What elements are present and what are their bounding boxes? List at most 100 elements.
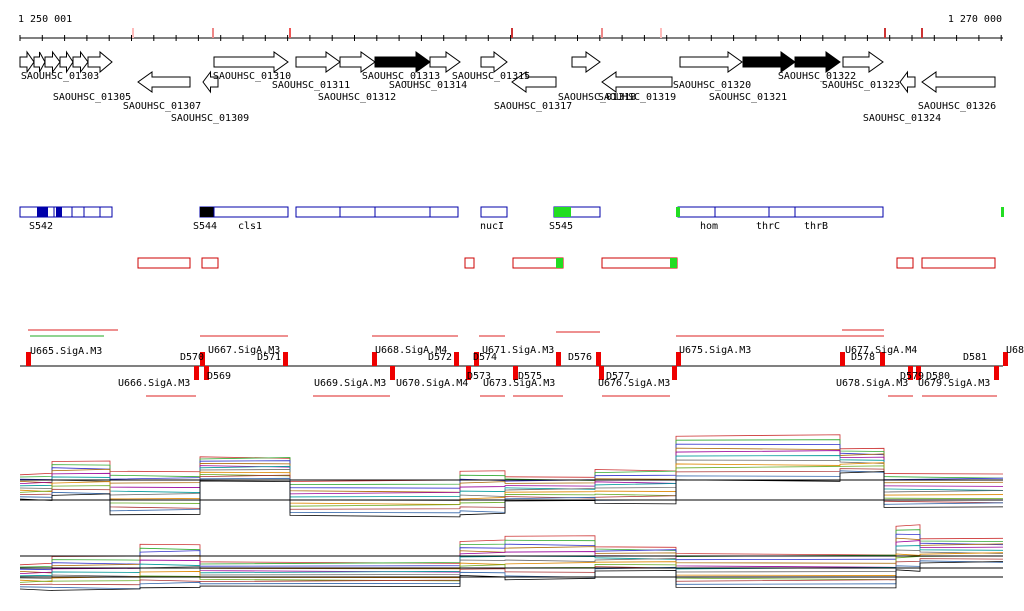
feature-label: nucI — [480, 221, 504, 232]
promoter-flag — [26, 352, 31, 366]
feature-label: S545 — [549, 221, 573, 232]
region-box — [896, 257, 914, 269]
region-mark — [556, 258, 563, 268]
promoter-label: D574 — [473, 352, 497, 363]
region-box — [601, 257, 678, 269]
gene-label: SAOUHSC_01317 — [494, 101, 572, 112]
region-box — [137, 257, 191, 269]
promoter-flag — [200, 352, 205, 366]
promoter-label: U671.SigA.M3 — [482, 345, 554, 356]
gene-arrow — [679, 51, 743, 73]
gene-arrow — [480, 50, 508, 74]
promoter-flag — [283, 352, 288, 366]
promoter-label: D580 — [926, 371, 950, 382]
ruler-marker — [884, 28, 886, 38]
promoter-flag — [840, 352, 845, 366]
promoter-label: U666.SigA.M3 — [118, 378, 190, 389]
feature-mark — [554, 207, 571, 217]
promoter-flag — [454, 352, 459, 366]
promoter-flag — [1003, 352, 1008, 366]
gene-label: SAOUHSC_01320 — [673, 80, 751, 91]
gene-arrow — [429, 51, 461, 73]
ruler-end: 1 270 000 — [948, 14, 1002, 25]
feature-box — [19, 206, 113, 218]
gene-label: SAOUHSC_01307 — [123, 101, 201, 112]
expression-line — [19, 434, 1004, 482]
promoter-flag — [474, 352, 479, 366]
gene-arrow — [137, 71, 191, 93]
promoter-label: D575 — [518, 371, 542, 382]
promoter-label: D581 — [963, 352, 987, 363]
promoter-label: U675.SigA.M3 — [679, 345, 751, 356]
gene-arrow — [339, 51, 376, 73]
gene-arrow — [19, 50, 35, 74]
promoter-flag — [556, 352, 561, 366]
promoter-flag — [194, 366, 199, 380]
gene-arrow — [33, 51, 46, 73]
promoter-label: D579 — [900, 371, 924, 382]
promoter-label: U676.SigA.M3 — [598, 378, 670, 389]
promoter-label: U669.SigA.M3 — [314, 378, 386, 389]
promoter-flag — [916, 366, 921, 380]
gene-arrow — [44, 50, 61, 74]
gene-arrow — [571, 51, 601, 73]
feature-mark — [37, 207, 48, 217]
gene-label: SAOUHSC_01318 — [558, 92, 636, 103]
expression-line — [19, 524, 1004, 566]
region-box — [464, 257, 475, 269]
gene-arrow — [59, 50, 74, 74]
gene-arrow — [842, 51, 884, 73]
ruler-marker — [132, 28, 134, 38]
promoter-flag — [676, 352, 681, 366]
feature-mark — [200, 207, 214, 217]
gene-arrow — [72, 50, 89, 74]
gene-label: SAOUHSC_01324 — [863, 113, 941, 124]
ruler-start: 1 250 001 — [18, 14, 72, 25]
promoter-flag — [372, 352, 377, 366]
promoter-label: U668.SigA.M4 — [375, 345, 447, 356]
feature-label: S542 — [29, 221, 53, 232]
feature-mark — [56, 207, 62, 217]
promoter-label: D571 — [257, 352, 281, 363]
gene-label: SAOUHSC_01305 — [53, 92, 131, 103]
ruler-marker — [511, 28, 513, 38]
gene-arrow — [213, 51, 289, 73]
region-box — [512, 257, 564, 269]
promoter-label: D573 — [467, 371, 491, 382]
ruler-marker — [660, 28, 662, 38]
gene-label: SAOUHSC_01326 — [918, 101, 996, 112]
promoter-label: D576 — [568, 352, 592, 363]
promoter-flag — [466, 366, 471, 380]
promoter-flag — [908, 366, 913, 380]
feature-label: cls1 — [238, 221, 262, 232]
promoter-label: U677.SigA.M4 — [845, 345, 917, 356]
feature-mark — [676, 207, 680, 217]
region-mark — [670, 258, 677, 268]
promoter-label: U667.SigA.M3 — [208, 345, 280, 356]
gene-label: SAOUHSC_01319 — [598, 92, 676, 103]
promoter-flag — [672, 366, 677, 380]
feature-box — [480, 206, 508, 218]
feature-label: S544 — [193, 221, 217, 232]
ruler-marker — [289, 28, 291, 38]
promoter-label: U678.SigA.M3 — [836, 378, 908, 389]
region-box — [201, 257, 219, 269]
promoter-label: D578 — [851, 352, 875, 363]
promoter-label: U670.SigA.M4 — [396, 378, 468, 389]
gene-label: SAOUHSC_01314 — [389, 80, 467, 91]
gene-arrow — [921, 71, 996, 93]
promoter-label: U665.SigA.M3 — [30, 346, 102, 357]
promoter-flag — [513, 366, 518, 380]
gene-label: SAOUHSC_01309 — [171, 113, 249, 124]
ruler-marker — [921, 28, 923, 38]
promoter-flag — [390, 366, 395, 380]
feature-box — [677, 206, 884, 218]
promoter-label: D570 — [180, 352, 204, 363]
ruler-marker — [601, 28, 603, 38]
feature-label: thrB — [804, 221, 828, 232]
promoter-flag — [880, 352, 885, 366]
promoter-flag — [596, 352, 601, 366]
gene-label: SAOUHSC_01303 — [21, 71, 99, 82]
gene-label: SAOUHSC_01312 — [318, 92, 396, 103]
